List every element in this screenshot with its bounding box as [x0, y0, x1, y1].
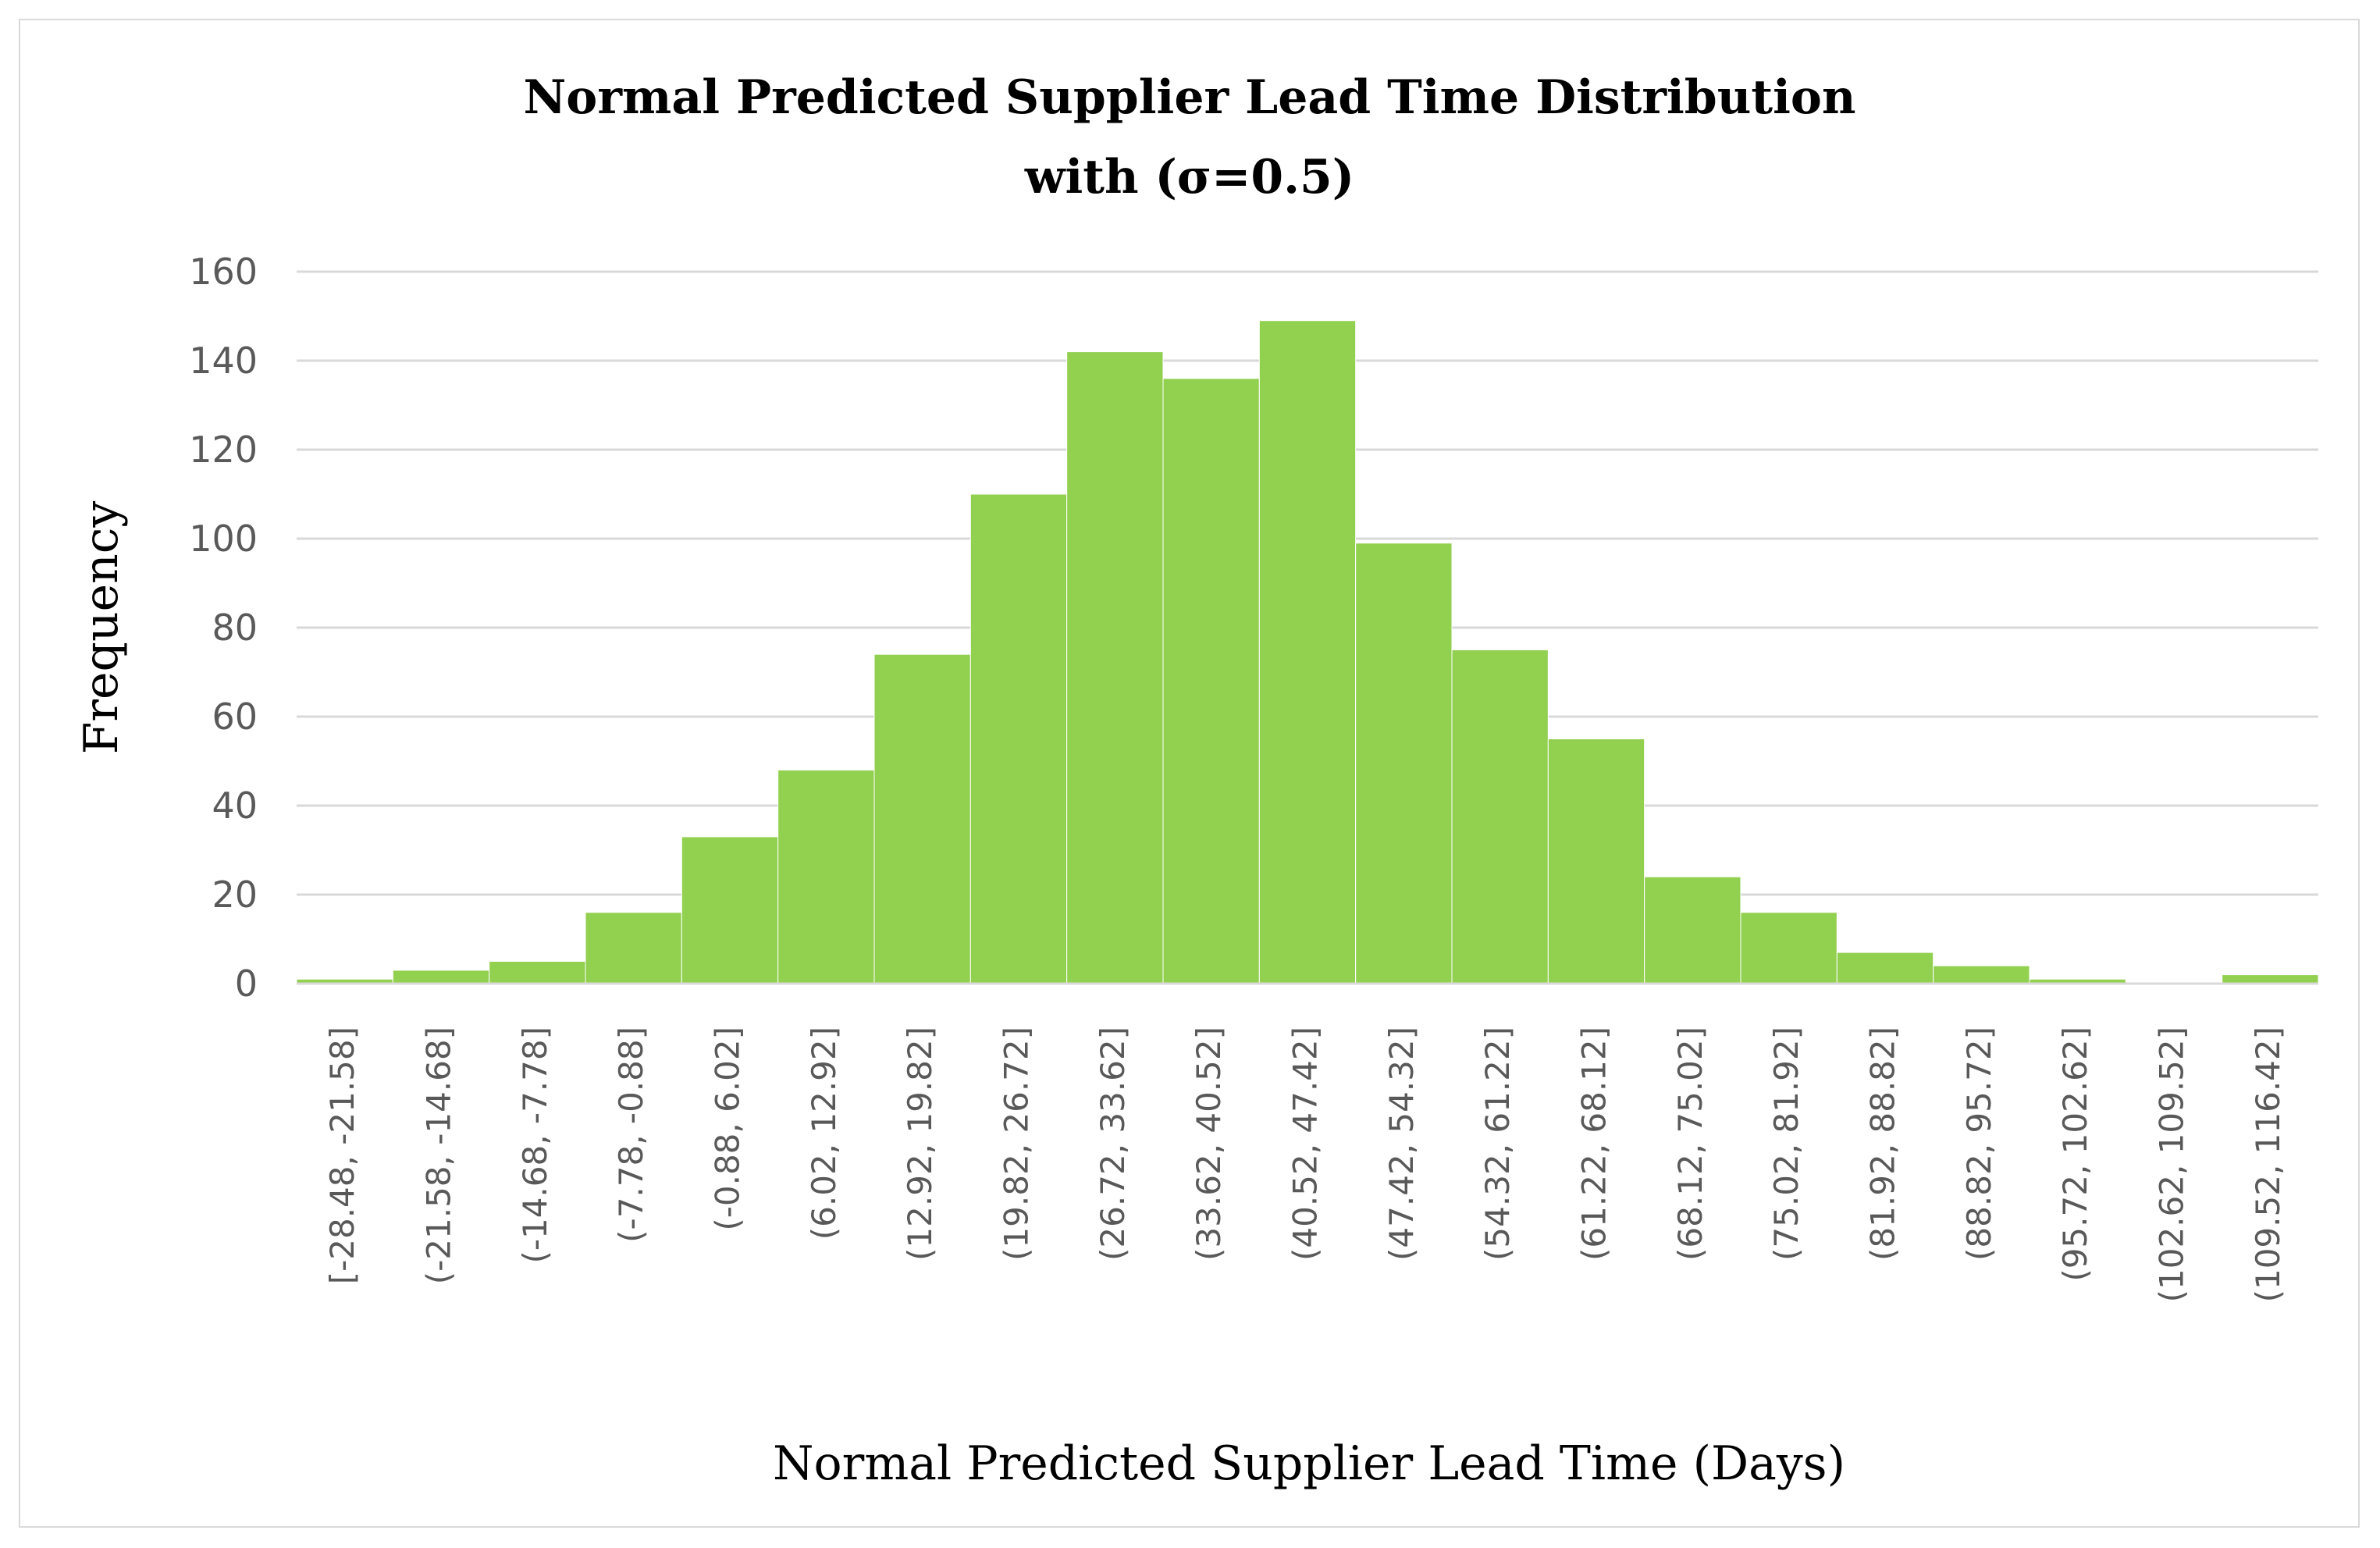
bar	[1740, 912, 1837, 984]
x-tick-label: (-14.68, -7.78]	[516, 1027, 554, 1264]
bar	[2222, 974, 2319, 984]
bar	[1836, 952, 1934, 984]
x-tick-label: (40.52, 47.42]	[1286, 1027, 1325, 1261]
bar	[585, 912, 682, 984]
x-tick-label: (47.42, 54.32]	[1382, 1027, 1421, 1261]
bar	[1451, 649, 1549, 984]
bar	[777, 769, 875, 984]
x-tick-label: (54.32, 61.22]	[1478, 1027, 1517, 1261]
chart-subtitle: with (σ=0.5)	[1024, 150, 1354, 205]
y-tick-label: 0	[235, 963, 258, 1005]
x-tick-label: (-0.88, 6.02]	[709, 1027, 747, 1231]
x-tick-label: (109.52, 116.42]	[2249, 1027, 2287, 1302]
x-tick-label: (61.22, 68.12]	[1575, 1027, 1613, 1261]
x-tick-label: (-21.58, -14.68]	[420, 1027, 458, 1284]
bars	[296, 320, 2319, 984]
x-tick-label: (26.72, 33.62]	[1094, 1027, 1132, 1261]
x-tick-label: (33.62, 40.52]	[1190, 1027, 1228, 1261]
x-tick-label: (-7.78, -0.88]	[612, 1027, 650, 1243]
y-tick-label: 60	[212, 696, 258, 738]
x-axis-title: Normal Predicted Supplier Lead Time (Day…	[773, 1436, 1845, 1491]
bar	[489, 961, 586, 984]
y-tick-label: 20	[212, 874, 258, 916]
x-tick-label: (95.72, 102.62]	[2056, 1027, 2094, 1282]
bar	[681, 836, 779, 984]
chart-title: Normal Predicted Supplier Lead Time Dist…	[523, 70, 1855, 125]
bar	[969, 493, 1068, 984]
x-tick-label: (102.62, 109.52]	[2153, 1027, 2191, 1302]
y-axis-title: Frequency	[74, 501, 129, 755]
bar	[1547, 738, 1645, 984]
x-tick-label: (19.82, 26.72]	[998, 1027, 1036, 1261]
bar	[873, 653, 971, 984]
x-tick-label: (12.92, 19.82]	[901, 1027, 939, 1261]
x-tick-label: (75.02, 81.92]	[1767, 1027, 1805, 1261]
x-tick-label: (68.12, 75.02]	[1671, 1027, 1709, 1261]
x-tick-label: [-28.48, -21.58]	[323, 1027, 361, 1284]
y-tick-label: 100	[189, 518, 258, 560]
bar	[1355, 543, 1453, 984]
bar	[392, 970, 490, 984]
bar	[1644, 876, 1741, 984]
x-tick-label: (88.82, 95.72]	[1960, 1027, 1998, 1261]
bar	[1933, 965, 2030, 984]
x-tick-label: (6.02, 12.92]	[805, 1027, 843, 1240]
y-tick-label: 80	[212, 607, 258, 649]
bar	[1066, 351, 1164, 984]
bar	[1162, 378, 1260, 984]
y-tick-label: 120	[189, 429, 258, 471]
x-tick-label: (81.92, 88.82]	[1864, 1027, 1902, 1261]
bar	[1258, 320, 1357, 984]
y-tick-label: 140	[189, 340, 258, 382]
y-axis-ticks: 0 20 40 60 80 100 120 140 160	[189, 251, 258, 1005]
y-tick-label: 40	[212, 785, 258, 827]
y-tick-label: 160	[189, 251, 258, 293]
x-axis-ticks: [-28.48, -21.58] (-21.58, -14.68] (-14.68,…	[323, 1027, 2287, 1302]
